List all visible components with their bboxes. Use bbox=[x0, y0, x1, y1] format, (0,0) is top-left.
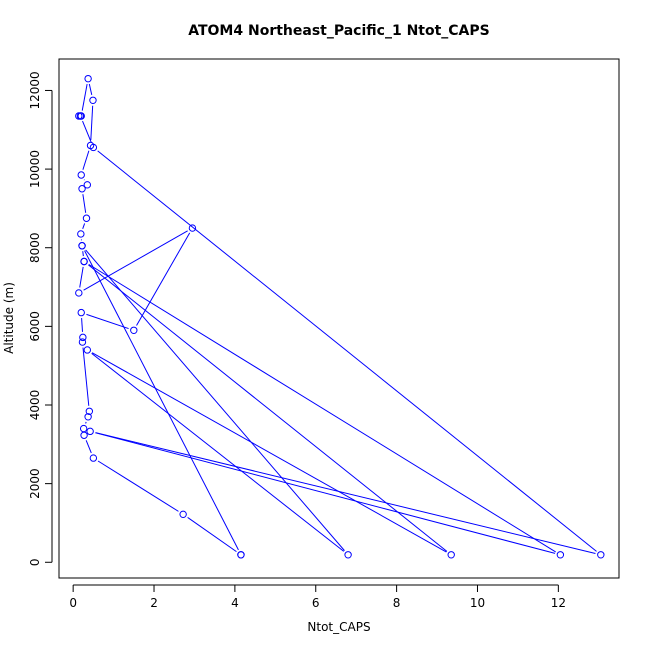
series-segment bbox=[82, 223, 86, 229]
data-point bbox=[556, 551, 565, 559]
x-tick-label: 2 bbox=[150, 596, 158, 610]
chart-title: ATOM4 Northeast_Pacific_1 Ntot_CAPS bbox=[188, 23, 490, 39]
data-point bbox=[76, 112, 85, 120]
data-point bbox=[344, 551, 352, 559]
data-point bbox=[89, 143, 98, 152]
data-point bbox=[77, 171, 85, 179]
y-tick-label: 4000 bbox=[28, 390, 42, 421]
data-point bbox=[447, 551, 455, 559]
series-segment bbox=[82, 120, 92, 143]
series-segment bbox=[95, 432, 556, 554]
y-tick-label: 0 bbox=[28, 558, 42, 566]
data-point bbox=[80, 257, 88, 266]
series-segment bbox=[88, 263, 556, 553]
y-tick-label: 6000 bbox=[28, 311, 42, 342]
x-axis: 0 2 4 6 8 10 12 bbox=[69, 584, 566, 610]
x-axis-label: Ntot_CAPS bbox=[307, 620, 370, 634]
x-tick-label: 6 bbox=[312, 596, 320, 610]
x-tick-label: 12 bbox=[551, 596, 566, 610]
data-point bbox=[83, 346, 92, 354]
series-segment bbox=[85, 440, 92, 454]
data-point bbox=[75, 289, 83, 297]
series-segment bbox=[97, 150, 597, 552]
data-point bbox=[78, 338, 87, 346]
data-point bbox=[89, 454, 98, 462]
series-segment bbox=[88, 83, 93, 96]
data-point bbox=[80, 431, 88, 439]
series-segment bbox=[90, 105, 94, 141]
series-segment bbox=[86, 313, 129, 330]
data-point bbox=[83, 181, 92, 189]
series-segment bbox=[88, 264, 448, 552]
series-segment bbox=[82, 150, 90, 170]
data-point bbox=[85, 407, 94, 415]
series-segment bbox=[97, 460, 179, 512]
data-point bbox=[84, 74, 92, 83]
data-point bbox=[82, 214, 91, 222]
data-point bbox=[77, 230, 85, 238]
data-point bbox=[597, 551, 605, 559]
data-point bbox=[77, 308, 85, 317]
series-layer bbox=[75, 74, 605, 559]
series-segment bbox=[84, 250, 239, 551]
series-segment bbox=[82, 347, 90, 406]
y-tick-label: 8000 bbox=[28, 232, 42, 263]
series-segment bbox=[81, 318, 83, 332]
data-point bbox=[130, 326, 138, 334]
data-point bbox=[84, 413, 92, 421]
data-point bbox=[179, 510, 187, 519]
series-segment bbox=[82, 251, 84, 257]
data-point bbox=[78, 185, 86, 193]
y-tick-label: 2000 bbox=[28, 468, 42, 499]
series-segment bbox=[81, 83, 88, 111]
x-tick-label: 4 bbox=[231, 596, 239, 610]
data-point bbox=[89, 96, 97, 104]
series-segment bbox=[82, 194, 87, 213]
series-segment bbox=[136, 232, 191, 326]
data-point bbox=[188, 224, 197, 232]
x-tick-label: 8 bbox=[393, 596, 401, 610]
plot-frame bbox=[58, 58, 620, 579]
data-point bbox=[237, 551, 245, 559]
series-segment bbox=[85, 249, 345, 551]
series-segment bbox=[95, 432, 596, 554]
series-segment bbox=[91, 352, 447, 553]
series-segment bbox=[79, 266, 84, 288]
y-axis: 0 2000 4000 6000 8000 10000 12000 bbox=[28, 71, 53, 566]
series-segment bbox=[85, 421, 87, 424]
series-segment bbox=[83, 230, 188, 291]
data-point bbox=[86, 427, 94, 436]
series-segment bbox=[187, 517, 237, 553]
data-point bbox=[79, 333, 87, 342]
series-segment bbox=[91, 352, 345, 552]
y-tick-label: 10000 bbox=[28, 150, 42, 188]
y-tick-label: 12000 bbox=[28, 71, 42, 109]
data-point bbox=[79, 424, 88, 433]
data-point bbox=[78, 242, 86, 250]
x-tick-label: 0 bbox=[69, 596, 77, 610]
x-tick-label: 10 bbox=[470, 596, 485, 610]
y-axis-label: Altitude (m) bbox=[2, 282, 16, 354]
